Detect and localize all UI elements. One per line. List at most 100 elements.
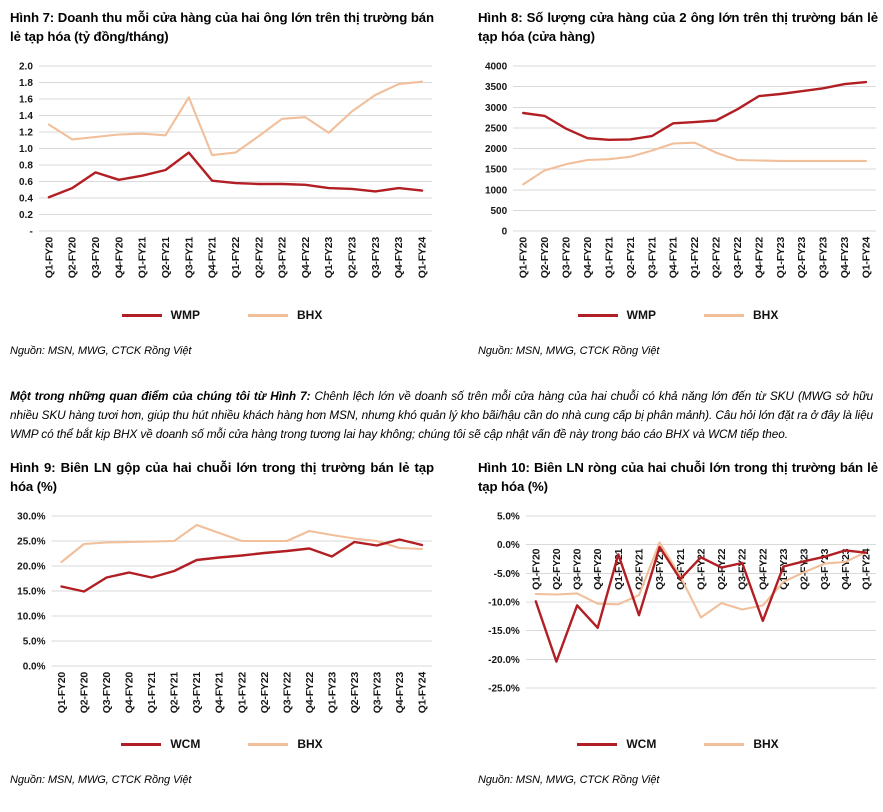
x-axis-tick-label: Q1-FY23 [326, 672, 338, 714]
x-axis-tick-label: Q3-FY21 [646, 237, 658, 279]
legend-label: WCM [626, 737, 657, 751]
x-axis-tick-label: Q2-FY20 [551, 548, 563, 590]
series-line-WMP [47, 151, 424, 199]
line-chart-canvas: 4000 3500 3000 2500 2000 1500 1000 500 0 Q1-FY20 Q… [485, 62, 876, 279]
y-axis-tick-label: 3000 [485, 103, 508, 114]
x-axis-tick-label: Q3-FY21 [183, 237, 195, 279]
x-axis-tick-label: Q4-FY23 [394, 672, 406, 714]
x-axis-tick-label: Q1-FY21 [146, 672, 158, 714]
x-axis-tick-label: Q1-FY24 [417, 672, 429, 714]
x-axis-tick-label: Q2-FY22 [711, 237, 723, 279]
x-axis-tick-label: Q1-FY23 [323, 237, 335, 279]
x-axis-tick-label: Q4-FY23 [840, 548, 852, 590]
y-axis-tick-label: 2.0 [19, 62, 33, 73]
line-chart-canvas: 30.0% 25.0% 20.0% 15.0% 10.0% 5.0% 0.0% Q1-FY20… [17, 512, 432, 714]
commentary-paragraph: Một trong những quan điểm của chúng tôi … [10, 387, 873, 444]
x-axis-tick-label: Q2-FY23 [796, 237, 808, 279]
y-axis-tick-label: -20.0% [488, 655, 520, 666]
x-axis-tick-label: Q2-FY21 [633, 548, 645, 590]
x-axis-tick-label: Q2-FY23 [799, 548, 811, 590]
x-axis-tick-label: Q1-FY20 [530, 548, 542, 590]
figure-9-legend: WCM BHX [10, 736, 434, 752]
y-axis-tick-label: 15.0% [17, 587, 45, 598]
x-axis-tick-label: Q3-FY21 [191, 672, 203, 714]
legend-item-BHX: BHX [703, 308, 778, 322]
x-axis-tick-label: Q4-FY20 [113, 237, 125, 279]
legend-label: BHX [753, 737, 779, 751]
x-axis-tick-label: Q4-FY22 [300, 237, 312, 279]
figure-9-chart: 30.0% 25.0% 20.0% 15.0% 10.0% 5.0% 0.0% Q1-FY20… [10, 510, 434, 734]
figure-10-legend: WCM BHX [478, 736, 878, 752]
x-axis-tick-label: Q4-FY20 [582, 237, 594, 279]
x-axis-tick-label: Q1-FY21 [603, 237, 615, 279]
x-axis-tick-label: Q3-FY20 [572, 548, 584, 590]
x-axis-tick-label: Q4-FY23 [393, 237, 405, 279]
x-axis-tick-label: Q3-FY23 [370, 237, 382, 279]
x-axis-tick-label: Q3-FY20 [101, 672, 113, 714]
x-axis-tick-label: Q2-FY22 [716, 548, 728, 590]
x-axis-tick-label: Q2-FY21 [160, 237, 172, 279]
y-axis-tick-label: 0.6 [19, 177, 33, 188]
y-axis-tick-label: 1.2 [19, 128, 33, 139]
legend-item-WMP: WMP [121, 308, 200, 322]
legend-line-swatch [704, 742, 745, 746]
legend-line-swatch [121, 742, 162, 746]
y-axis-tick-label: 0.2 [19, 210, 33, 221]
x-axis-tick-label: Q1-FY23 [775, 237, 787, 279]
x-axis-tick-label: Q2-FY20 [539, 237, 551, 279]
x-axis-tick-label: Q1-FY20 [56, 672, 68, 714]
legend-label: WMP [626, 308, 656, 322]
x-axis-tick-label: Q4-FY22 [753, 237, 765, 279]
series-line-WCM [534, 545, 868, 663]
figure-10-chart: 5.0% 0.0% -5.0% -10.0% -15.0% -20.0% -25.0% Q1-… [478, 510, 878, 734]
y-axis-tick-label: 1.0 [19, 144, 33, 155]
series-line-BHX [534, 541, 868, 619]
figure-8-title: Hình 8: Số lượng cửa hàng của 2 ông lớn … [478, 10, 878, 44]
x-axis-tick-label: Q2-FY21 [625, 237, 637, 279]
y-axis-tick-label: -25.0% [488, 684, 520, 695]
legend-line-swatch [577, 313, 618, 317]
commentary-body: Chênh lệch lớn về doanh số trên mỗi cửa … [10, 389, 873, 441]
x-axis-tick-label: Q4-FY21 [207, 237, 219, 279]
x-axis-tick-label: Q1-FY22 [695, 548, 707, 590]
figure-7: Hình 7: Doanh thu mỗi cửa hàng của hai ô… [10, 8, 434, 357]
x-axis-tick-label: Q3-FY22 [732, 237, 744, 279]
x-axis-tick-label: Q3-FY23 [819, 548, 831, 590]
x-axis-tick-label: Q1-FY22 [689, 237, 701, 279]
x-axis-tick-label: Q3-FY23 [371, 672, 383, 714]
x-axis-tick-label: Q1-FY24 [861, 548, 873, 590]
line-chart-canvas: 2.0 1.8 1.6 1.4 1.2 1.0 0.8 0.6 0.4 0.2 -Q1-FY20 Q2… [19, 62, 432, 279]
figure-9-title: Hình 9: Biên LN gộp của hai chuỗi lớn tr… [10, 460, 434, 494]
series-line-BHX [47, 80, 424, 157]
x-axis-tick-label: Q4-FY20 [592, 548, 604, 590]
y-axis-tick-label: 1.6 [19, 95, 33, 106]
legend-item-WCM: WCM [121, 737, 200, 751]
figure-10-source: Nguồn: MSN, MWG, CTCK Rồng Việt [478, 774, 660, 786]
x-axis-tick-label: Q1-FY20 [518, 237, 530, 279]
x-axis-tick-label: Q3-FY23 [818, 237, 830, 279]
x-axis-tick-label: Q4-FY21 [668, 237, 680, 279]
y-axis-tick-label: 20.0% [17, 562, 45, 573]
x-axis-tick-label: Q2-FY23 [347, 237, 359, 279]
figure-8-chart: 4000 3500 3000 2500 2000 1500 1000 500 0 Q1-FY20 Q… [478, 60, 878, 305]
series-line-BHX [60, 523, 424, 564]
x-axis-tick-label: Q4-FY20 [124, 672, 136, 714]
figures-row-top: Hình 7: Doanh thu mỗi cửa hàng của hai ô… [10, 8, 878, 357]
figure-9: Hình 9: Biên LN gộp của hai chuỗi lớn tr… [10, 458, 434, 786]
x-axis-tick-label: Q1-FY24 [417, 237, 429, 279]
y-axis-tick-label: 0.4 [19, 194, 33, 205]
x-axis-tick-label: Q2-FY23 [349, 672, 361, 714]
figure-8-legend: WMP BHX [478, 307, 878, 323]
y-axis-tick-label: 5.0% [23, 637, 46, 648]
y-axis-tick-label: 500 [491, 206, 508, 217]
y-axis-tick-label: 1500 [485, 165, 508, 176]
legend-line-swatch [248, 742, 289, 746]
x-axis-tick-label: Q2-FY21 [169, 672, 181, 714]
y-axis-tick-label: 1000 [485, 185, 508, 196]
series-line-WCM [60, 538, 424, 593]
x-axis-tick-label: Q3-FY20 [561, 237, 573, 279]
legend-item-BHX: BHX [704, 737, 779, 751]
y-axis-tick-label: 4000 [485, 62, 508, 73]
y-axis-tick-label: 25.0% [17, 537, 45, 548]
y-axis-tick-label: 2500 [485, 123, 508, 134]
